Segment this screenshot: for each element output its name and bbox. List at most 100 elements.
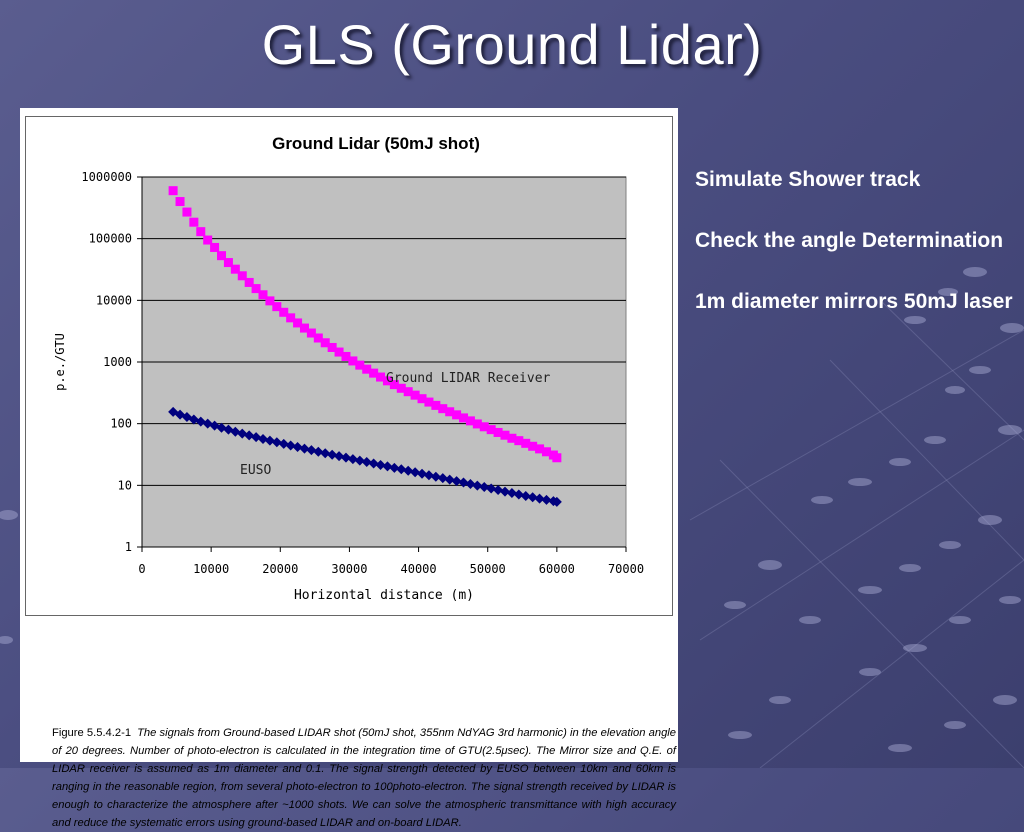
euso-data-point — [306, 445, 317, 456]
y-tick-label: 1 — [125, 540, 132, 554]
euso-data-point — [368, 458, 379, 469]
euso-data-point — [258, 433, 268, 444]
lidar-data-point — [327, 342, 337, 352]
euso-data-point — [493, 485, 504, 496]
x-axis-ticks: 0 10000 20000 30000 40000 50000 60000 70000 — [138, 546, 644, 576]
y-tick-label: 1000000 — [81, 170, 132, 184]
lidar-data-point — [403, 387, 413, 397]
lidar-data-point — [355, 360, 365, 370]
lidar-data-point — [217, 251, 227, 261]
euso-data-point — [472, 480, 483, 491]
euso-data-point — [410, 467, 421, 478]
euso-data-point — [347, 454, 358, 465]
euso-data-point — [292, 442, 303, 453]
series-label-euso: EUSO — [240, 463, 271, 478]
euso-data-point — [264, 435, 275, 446]
series-label-lidar: Ground LIDAR Receiver — [386, 371, 551, 386]
lidar-data-point — [189, 217, 199, 227]
euso-data-point — [486, 483, 497, 494]
lidar-data-point — [376, 372, 386, 382]
lidar-data-point — [299, 323, 309, 333]
lidar-data-point — [493, 427, 503, 437]
figure-caption: Figure 5.5.4.2-1 The signals from Ground-… — [52, 724, 676, 832]
lidar-data-point — [417, 394, 427, 404]
euso-data-point — [389, 462, 400, 473]
lidar-data-point — [244, 277, 254, 287]
lidar-data-point — [452, 410, 462, 420]
lidar-data-point — [369, 368, 379, 378]
euso-data-point — [361, 456, 372, 467]
lidar-data-point — [424, 397, 434, 407]
euso-data-point — [534, 493, 545, 504]
euso-data-point — [285, 440, 296, 451]
chart-title: Ground Lidar (50mJ shot) — [272, 134, 480, 153]
euso-data-point — [313, 446, 324, 457]
euso-data-point — [541, 494, 552, 505]
y-tick-label: 100 — [110, 417, 132, 431]
lidar-data-point — [389, 380, 399, 390]
lidar-data-point — [203, 235, 213, 245]
x-tick-label: 20000 — [262, 562, 298, 576]
figure-label: Figure 5.5.4.2-1 — [52, 727, 132, 739]
lidar-data-point — [362, 364, 372, 374]
x-tick-label: 70000 — [608, 562, 644, 576]
euso-data-point — [465, 479, 476, 490]
euso-data-point — [327, 449, 338, 460]
x-tick-label: 30000 — [331, 562, 367, 576]
euso-data-point — [437, 473, 448, 484]
lidar-data-point — [168, 186, 178, 196]
lidar-data-point — [230, 264, 240, 274]
lidar-data-point — [438, 404, 448, 414]
lidar-data-point — [528, 441, 538, 451]
lidar-data-point — [237, 271, 247, 281]
euso-data-point — [430, 471, 441, 482]
note-angle-determination: Check the angle Determination — [695, 229, 1004, 252]
lidar-data-point — [258, 290, 268, 300]
euso-data-point — [278, 438, 289, 449]
x-tick-label: 60000 — [539, 562, 575, 576]
x-tick-label: 10000 — [193, 562, 229, 576]
lidar-data-point — [459, 413, 469, 423]
euso-data-point — [527, 492, 538, 503]
y-axis-ticks: 1 10 100 1000 10000 100000 1000000 — [81, 170, 143, 554]
lidar-data-point — [306, 328, 316, 338]
lidar-data-point — [535, 444, 545, 454]
euso-data-point — [237, 428, 248, 439]
lidar-data-point — [486, 425, 496, 435]
y-tick-label: 1000 — [103, 355, 132, 369]
euso-data-point — [396, 464, 407, 475]
series-euso-markers — [168, 406, 562, 507]
euso-data-point — [520, 491, 531, 502]
y-tick-label: 10000 — [96, 293, 132, 307]
lidar-data-point — [348, 356, 358, 366]
lidar-data-point — [500, 430, 510, 440]
side-notes: Simulate Shower track Check the angle De… — [695, 164, 1020, 347]
lidar-data-point — [382, 376, 392, 386]
euso-data-point — [251, 432, 262, 443]
lidar-data-point — [341, 351, 351, 361]
y-tick-label: 10 — [118, 478, 132, 492]
series-lidar-markers — [168, 186, 562, 463]
euso-data-point — [320, 448, 331, 459]
lidar-data-point — [410, 390, 420, 400]
lidar-data-point — [265, 296, 275, 306]
lidar-data-point — [313, 333, 323, 343]
euso-data-point — [354, 455, 365, 466]
lidar-data-point — [552, 453, 562, 463]
lidar-data-point — [279, 307, 289, 317]
lidar-chart: Ground Lidar (50mJ shot) 1 10 100 1000 10000… — [53, 134, 644, 603]
euso-data-point — [451, 476, 462, 487]
lidar-data-point — [293, 318, 303, 328]
euso-data-point — [375, 459, 386, 470]
lidar-data-point — [445, 407, 455, 417]
euso-data-point — [506, 488, 517, 499]
lidar-data-point — [182, 207, 192, 217]
background-decoration — [0, 267, 1024, 768]
euso-data-point — [417, 468, 428, 479]
euso-data-point — [551, 496, 562, 507]
lidar-data-point — [479, 422, 489, 432]
lidar-data-point — [210, 242, 220, 252]
x-tick-label: 40000 — [401, 562, 437, 576]
lidar-data-point — [472, 419, 482, 429]
euso-data-point — [382, 461, 393, 472]
